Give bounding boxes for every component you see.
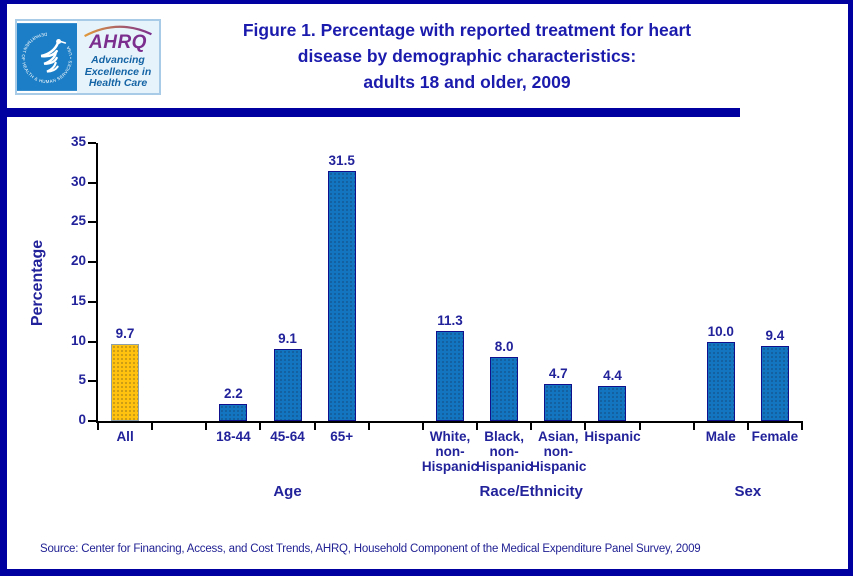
x-axis-tick (692, 421, 695, 430)
bar-value-label: 4.7 (548, 365, 568, 381)
y-axis-tick-label: 15 (70, 292, 86, 308)
y-axis-tick-label: 35 (70, 134, 86, 149)
hhs-eagle-icon (40, 39, 67, 73)
y-axis-tick-label: 10 (70, 332, 86, 348)
ahrq-tagline-line-1: Advancing (91, 54, 145, 66)
figure-title-line-3: adults 18 and older, 2009 (363, 72, 571, 92)
source-note: Source: Center for Financing, Access, an… (40, 543, 701, 555)
x-axis-group-label-sex: Sex (734, 483, 762, 500)
bar-value-label: 9.4 (765, 328, 785, 344)
bar-value-label: 11.3 (437, 313, 463, 329)
x-axis-category-label: 18-44 (216, 429, 251, 444)
bar-male (706, 341, 735, 421)
bar-all (111, 343, 140, 421)
x-axis-category-label: White, non- Hispanic (421, 429, 479, 474)
figure-title-line-2: disease by demographic characteristics: (297, 46, 637, 66)
hhs-seal-icon: DEPARTMENT OF HEALTH & HUMAN SERVICES • … (17, 23, 77, 91)
x-axis-category-label: Male (705, 429, 736, 444)
x-axis-tick (801, 421, 803, 430)
bar-value-label: 8.0 (494, 339, 514, 355)
x-axis-category-label: 65+ (330, 429, 354, 444)
x-axis-category-label: Black, non- Hispanic (476, 429, 533, 474)
y-axis-title: Percentage (29, 239, 46, 327)
y-axis-tick-label: 0 (78, 412, 86, 427)
y-axis-tick-label: 5 (78, 372, 86, 388)
bar-value-label: 9.1 (278, 330, 297, 346)
y-axis-tick (88, 181, 96, 184)
y-axis-tick-label: 30 (70, 173, 86, 189)
y-axis-tick (88, 142, 96, 144)
y-axis-tick-label: 20 (70, 253, 86, 269)
bar-hispanic (598, 386, 627, 421)
bar-value-label: 4.4 (603, 368, 622, 384)
x-axis-tick (97, 421, 99, 430)
x-axis-category-label: Asian, non- Hispanic (530, 429, 587, 474)
y-axis-tick (88, 340, 96, 343)
x-axis-category-label: 45-64 (270, 429, 305, 444)
bar-value-label: 2.2 (223, 385, 243, 401)
x-axis-tick (638, 421, 641, 430)
x-axis-tick (476, 421, 479, 430)
x-axis-category-label: Hispanic (584, 429, 641, 444)
bar-white-non-hispanic (436, 331, 464, 421)
y-axis-tick-label: 25 (70, 213, 86, 229)
chart-region: Percentage 0 5 10 15 20 25 30 35 9.7 All 2.2 18-44 9… (7, 134, 841, 513)
x-axis-tick (313, 421, 316, 430)
bar-black-non-hispanic (490, 357, 519, 421)
ahrq-tagline-line-3: Health Care (88, 77, 148, 89)
x-axis-tick (367, 421, 370, 430)
header-divider-bar (7, 108, 740, 117)
figure-title-line-1: Figure 1. Percentage with reported treat… (242, 20, 692, 40)
ahrq-swoosh-icon (84, 25, 152, 37)
bar-18-44 (219, 403, 248, 421)
x-axis-tick (151, 421, 154, 430)
y-axis-tick (88, 380, 96, 383)
ahrq-wordmark: AHRQ (89, 32, 147, 53)
plot-area: 0 5 10 15 20 25 30 35 9.7 All 2.2 18-44 9.1 45-64 31.5… (71, 134, 803, 500)
bar-45-64 (273, 348, 302, 421)
bar-65 (327, 170, 356, 421)
bar-value-label: 31.5 (328, 152, 355, 168)
bar-value-label: 9.7 (115, 325, 135, 341)
y-axis-tick (88, 221, 96, 224)
y-axis-tick (88, 300, 96, 303)
y-axis-tick (88, 261, 96, 264)
bar-female (760, 346, 789, 421)
y-axis-tick (88, 420, 96, 422)
x-axis-group-label-race-ethnicity: Race/Ethnicity (479, 483, 583, 500)
x-axis-tick (421, 421, 424, 430)
x-axis-tick (530, 421, 533, 430)
x-axis-category-label: Female (751, 429, 799, 444)
figure-title: Figure 1. Percentage with reported treat… (157, 17, 777, 95)
x-axis-group-label-age: Age (273, 483, 302, 500)
x-axis-tick (584, 421, 587, 430)
ahrq-tagline: Advancing Excellence in Health Care (77, 54, 159, 90)
x-axis-category-label: All (116, 429, 134, 444)
ahrq-logo: AHRQ Advancing Excellence in Health Care (77, 21, 159, 93)
hhs-ahrq-logo: DEPARTMENT OF HEALTH & HUMAN SERVICES • … (15, 19, 161, 95)
x-axis-tick (259, 421, 262, 430)
bar-asian-non-hispanic (544, 383, 573, 421)
ahrq-tagline-line-2: Excellence in (84, 65, 152, 78)
x-axis-tick (746, 421, 749, 430)
bar-value-label: 10.0 (707, 323, 734, 339)
x-axis-tick (205, 421, 208, 430)
